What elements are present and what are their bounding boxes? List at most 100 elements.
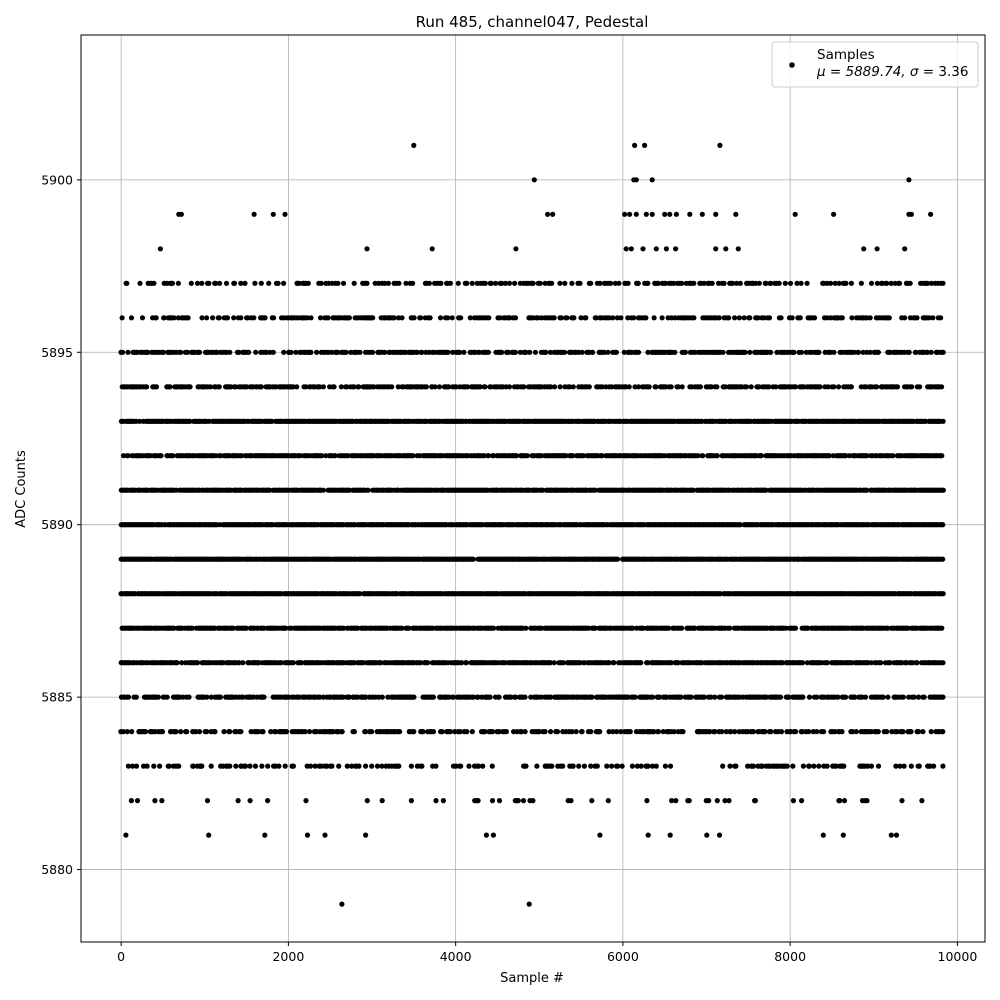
data-point <box>242 280 248 286</box>
data-point <box>804 280 810 286</box>
data-point <box>730 280 736 286</box>
data-point <box>902 315 908 321</box>
data-point <box>521 384 527 390</box>
data-point <box>561 349 568 355</box>
data-point <box>371 384 377 390</box>
data-point <box>281 280 287 286</box>
data-point <box>626 384 632 390</box>
data-point <box>747 315 753 321</box>
data-point <box>325 315 331 321</box>
data-point <box>160 349 167 355</box>
data-point <box>748 384 754 390</box>
data-point <box>532 349 539 355</box>
data-point <box>323 453 329 459</box>
data-point <box>625 280 631 286</box>
data-point <box>940 522 946 528</box>
data-point <box>816 349 822 355</box>
data-point <box>304 315 310 321</box>
data-point <box>340 280 347 286</box>
data-point <box>625 315 631 321</box>
data-point <box>296 280 302 286</box>
data-point <box>671 280 677 286</box>
data-point <box>691 280 697 286</box>
data-points <box>118 142 947 907</box>
data-point <box>227 349 233 355</box>
data-point <box>636 349 642 355</box>
data-point <box>924 349 931 355</box>
data-point <box>939 453 945 459</box>
data-point <box>464 384 471 390</box>
data-point <box>789 315 795 321</box>
data-point <box>263 349 270 355</box>
data-point <box>467 315 473 321</box>
data-point <box>269 418 275 424</box>
data-point <box>206 280 212 286</box>
data-point <box>303 384 309 390</box>
data-point <box>171 315 177 321</box>
data-point <box>438 280 444 286</box>
data-point <box>737 522 743 528</box>
data-point <box>832 280 838 286</box>
data-point <box>928 280 935 286</box>
data-point <box>875 349 882 355</box>
data-point <box>787 280 794 286</box>
data-point <box>281 349 287 355</box>
data-point <box>613 349 620 355</box>
data-point <box>720 349 726 355</box>
data-point <box>308 315 314 321</box>
data-point <box>874 384 880 390</box>
data-point <box>635 384 642 390</box>
data-point <box>207 384 213 390</box>
data-point <box>446 384 452 390</box>
data-point <box>332 453 338 459</box>
data-point <box>447 280 453 286</box>
data-point <box>153 315 159 321</box>
data-point <box>939 384 945 390</box>
data-point <box>868 280 875 286</box>
data-point <box>742 349 748 355</box>
data-point <box>477 384 483 390</box>
data-point <box>709 280 715 286</box>
data-point <box>217 280 223 286</box>
data-point <box>224 315 231 321</box>
data-point <box>612 280 618 286</box>
data-point <box>271 315 277 321</box>
data-point <box>552 384 558 390</box>
data-point <box>512 315 519 321</box>
data-point <box>864 487 870 493</box>
data-point <box>734 280 740 286</box>
data-point <box>319 453 325 459</box>
data-point <box>317 315 324 321</box>
data-point <box>858 280 865 286</box>
data-point <box>511 280 518 286</box>
data-point <box>542 280 548 286</box>
data-point <box>578 315 584 321</box>
data-point <box>714 453 720 459</box>
data-point <box>231 280 238 286</box>
data-point <box>567 384 573 390</box>
data-point <box>396 280 402 286</box>
data-point <box>238 315 244 321</box>
data-point <box>246 349 252 355</box>
data-point <box>485 453 491 459</box>
data-point <box>169 280 176 286</box>
data-point <box>437 315 444 321</box>
data-point <box>488 280 494 286</box>
data-point <box>365 487 371 493</box>
data-point <box>631 315 637 321</box>
data-point <box>797 315 803 321</box>
data-point <box>175 280 181 286</box>
data-point <box>338 384 344 390</box>
data-point <box>120 453 127 459</box>
data-point <box>457 349 463 355</box>
data-point <box>564 315 570 321</box>
data-point <box>370 315 376 321</box>
data-point <box>317 384 323 390</box>
data-point <box>258 384 264 390</box>
data-point <box>548 384 554 390</box>
data-point <box>621 349 627 355</box>
data-point <box>253 349 259 355</box>
data-point <box>763 280 769 286</box>
data-point <box>223 280 230 286</box>
data-point <box>445 315 451 321</box>
